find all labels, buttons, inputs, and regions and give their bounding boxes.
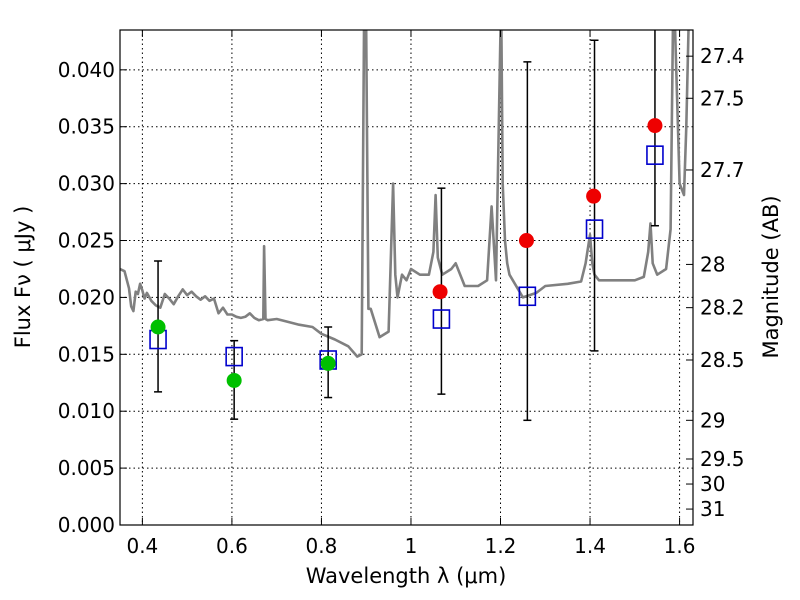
observed-flux-point — [432, 284, 448, 300]
model-flux-square — [225, 346, 243, 367]
magnitude-tick-label: 28.5 — [700, 348, 745, 372]
x-tick-label: 1.6 — [664, 534, 696, 558]
magnitude-tick-label: 27.4 — [700, 44, 745, 68]
x-axis-label: Wavelength λ (μm) — [306, 564, 507, 588]
magnitude-axis-label: Magnitude (AB) — [759, 195, 783, 358]
model-flux-square — [432, 309, 451, 329]
observed-flux-point — [518, 233, 534, 249]
magnitude-tick-label: 29 — [700, 408, 725, 432]
plot-area — [120, 30, 690, 422]
observed-flux-point — [586, 188, 602, 204]
observed-flux-point — [226, 372, 242, 388]
model-flux-square — [518, 286, 537, 307]
y-tick-label: 0.040 — [58, 58, 115, 82]
y-axis-label: Flux Fν ( μJy ) — [11, 206, 35, 349]
observed-flux-point — [320, 355, 336, 371]
model-flux-square — [646, 145, 664, 165]
grid-lines — [120, 30, 693, 526]
magnitude-tick-label: 30 — [700, 472, 725, 496]
magnitude-tick-label: 28.2 — [700, 296, 745, 320]
y-tick-label: 0.000 — [58, 513, 115, 537]
x-tick-label: 0.4 — [126, 534, 158, 558]
y-tick-label: 0.015 — [58, 342, 115, 366]
y-tick-label: 0.005 — [58, 456, 115, 480]
magnitude-tick-label: 31 — [700, 497, 725, 521]
x-tick-label: 1.4 — [574, 534, 606, 558]
magnitude-tick-label: 27.7 — [700, 158, 745, 182]
x-tick-label: 0.8 — [306, 534, 338, 558]
plot-frame — [119, 29, 694, 526]
observed-flux-point — [150, 319, 166, 335]
y-tick-label: 0.020 — [58, 285, 115, 309]
model-flux-square — [585, 219, 604, 239]
x-tick-label: 1 — [405, 534, 418, 558]
magnitude-tick-label: 29.5 — [700, 447, 745, 471]
model-spectrum-line — [120, 30, 690, 358]
magnitude-tick-label: 28 — [700, 252, 725, 276]
x-tick-label: 1.2 — [485, 534, 517, 558]
y-tick-label: 0.025 — [58, 229, 115, 253]
y-tick-label: 0.030 — [58, 172, 115, 196]
axis-ticks: 0.4 0.6 0.8 1 1.2 1.4 1.6 0.000 0.005 0.010 0.015 0… — [58, 30, 745, 558]
y-tick-label: 0.010 — [58, 399, 115, 423]
x-tick-label: 0.6 — [216, 534, 248, 558]
observed-flux-point — [647, 118, 663, 134]
magnitude-tick-label: 27.5 — [700, 86, 745, 110]
y-tick-label: 0.035 — [58, 115, 115, 139]
